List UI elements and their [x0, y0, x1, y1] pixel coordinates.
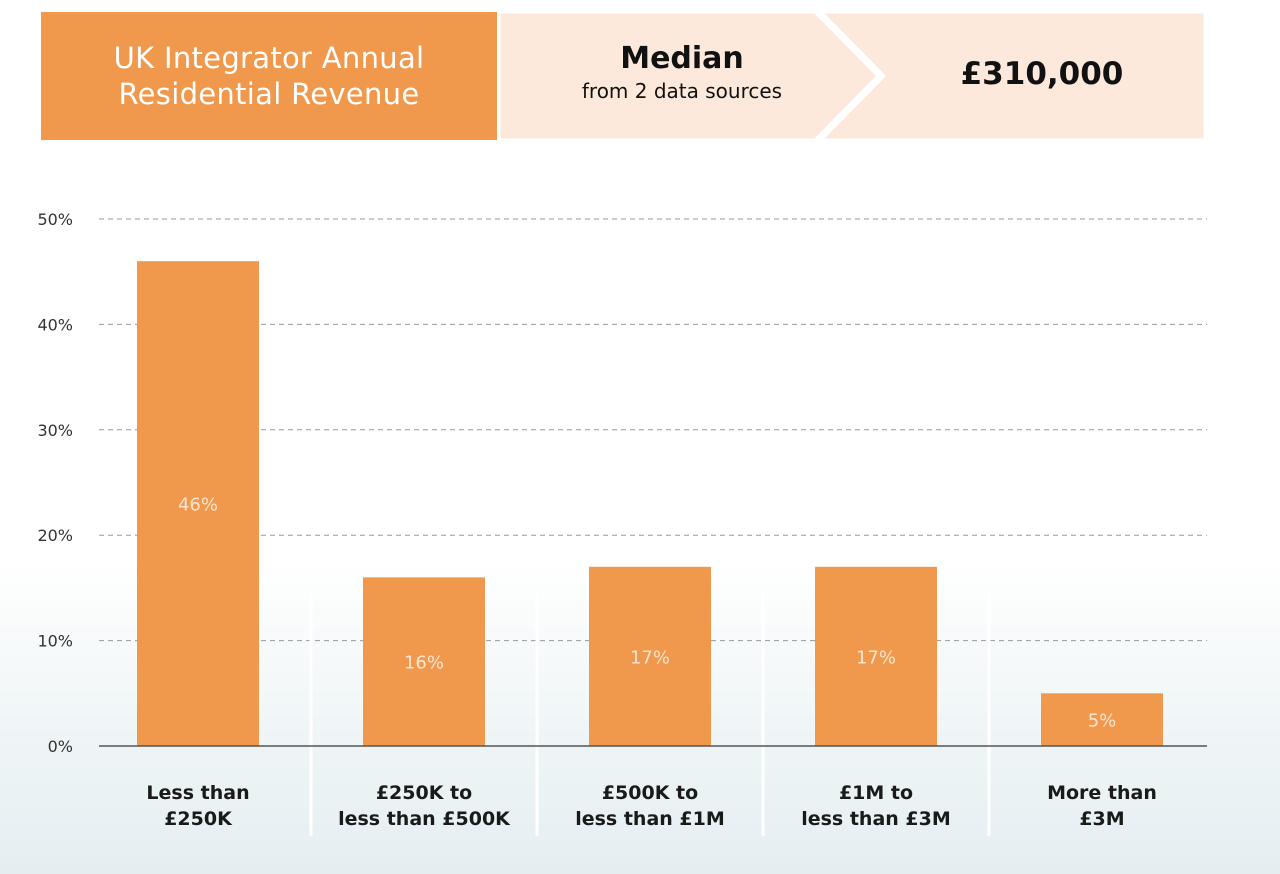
median-block: Median from 2 data sources [527, 40, 837, 104]
banner-title: UK Integrator Annual Residential Revenue [41, 12, 497, 140]
y-tick-label: 40% [37, 315, 73, 334]
x-category-label: £3M [1079, 808, 1124, 830]
x-category-label: More than [1047, 782, 1157, 804]
bar [363, 577, 485, 746]
x-category-label: £250K [164, 808, 233, 830]
y-tick-label: 10% [37, 632, 73, 651]
x-category-label: less than £500K [338, 808, 511, 830]
bar-chart: 0% 10% 20% 30% 40% 50% 46% Less than £250K 16% £25… [37, 210, 1207, 836]
median-value: £310,000 [960, 56, 1124, 92]
y-tick-label: 0% [48, 737, 73, 756]
bar-value-label: 46% [178, 495, 218, 516]
y-tick-label: 30% [37, 421, 73, 440]
banner-title-line1: UK Integrator Annual [113, 41, 425, 75]
median-title: Median [620, 41, 744, 76]
x-category-label: less than £1M [575, 808, 725, 830]
y-tick-label: 20% [37, 526, 73, 545]
bar [815, 566, 937, 746]
bars [137, 261, 1163, 746]
category-separators [309, 590, 991, 836]
bar [1041, 693, 1163, 746]
bar [589, 566, 711, 746]
x-category-label: Less than [146, 782, 249, 804]
bar [137, 261, 259, 746]
bar-value-label: 17% [856, 647, 896, 668]
bar-value-label: 17% [630, 647, 670, 668]
median-chevron [497, 12, 881, 140]
x-category-label: £1M to [839, 782, 913, 804]
banner-median-panel: Median from 2 data sources £310,000 [497, 12, 1205, 140]
median-subtitle: from 2 data sources [581, 79, 783, 103]
y-tick-label: 50% [37, 210, 73, 229]
banner-chevron-shape [497, 12, 1205, 140]
labels: 0% 10% 20% 30% 40% 50% 46% Less than £250K 16% £25… [37, 210, 1156, 830]
banner-title-line2: Residential Revenue [118, 77, 420, 111]
x-category-label: £250K to [376, 782, 472, 804]
header-banner: UK Integrator Annual Residential Revenue… [41, 12, 1205, 140]
x-category-label: £500K to [602, 782, 698, 804]
x-category-label: less than £3M [801, 808, 951, 830]
median-value-panel [818, 12, 1205, 140]
bar-value-label: 16% [404, 653, 444, 674]
bar-value-label: 5% [1088, 711, 1117, 732]
